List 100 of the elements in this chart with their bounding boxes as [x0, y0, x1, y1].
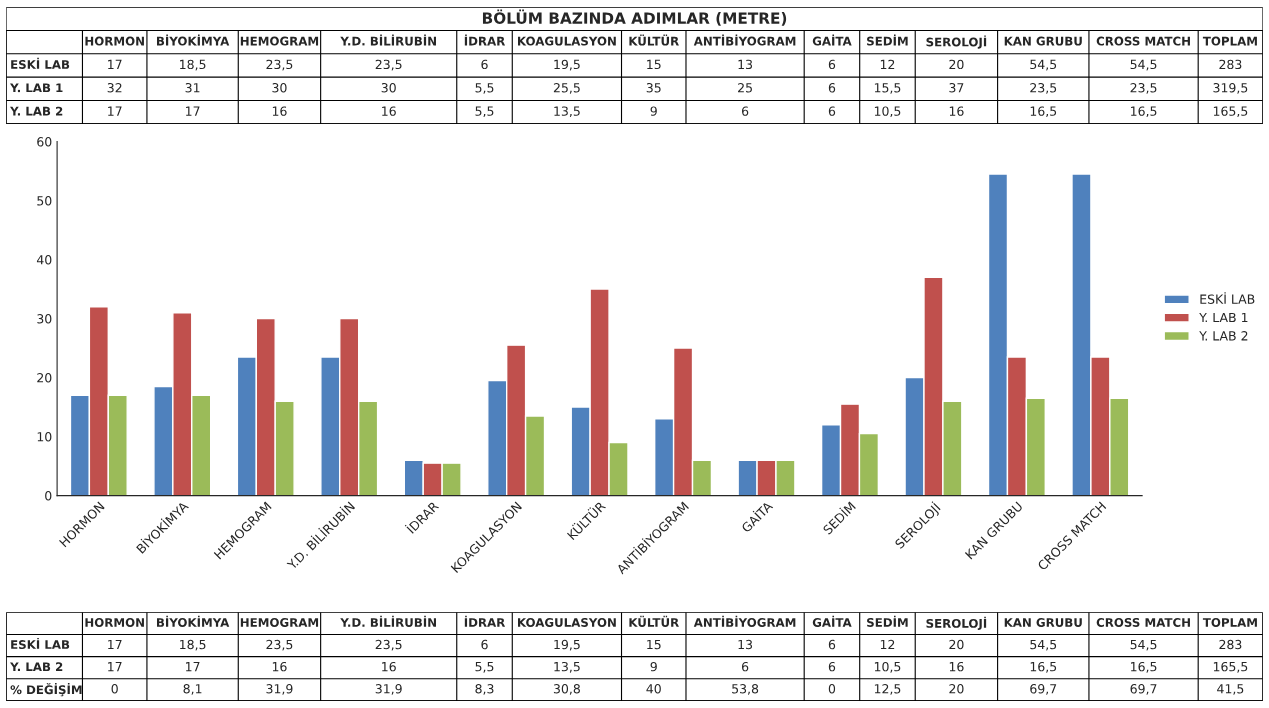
data-label: 8,3	[475, 684, 494, 695]
legend-label: ESKİ LAB	[1200, 292, 1255, 304]
data-label: 6	[741, 661, 749, 672]
category-label: GAİTA	[812, 615, 852, 627]
data-label: 54,5	[1130, 639, 1157, 651]
y-tick-label: 40	[36, 255, 52, 265]
category-label: Y.D. BİLİRUBİN	[340, 34, 436, 46]
data-label: 5,5	[475, 106, 494, 118]
category-label: KÜLTÜR	[629, 615, 679, 627]
data-label: 17	[186, 106, 200, 116]
data-label: 16	[272, 661, 287, 672]
data-label: 30	[272, 83, 287, 93]
data-label: 13,5	[554, 106, 580, 118]
category-label: SEROLOJİ	[926, 616, 987, 631]
text: Y. LAB 1	[10, 83, 63, 93]
data-label: 18,5	[180, 59, 206, 71]
data-label: 6	[828, 639, 836, 650]
data-label: 6	[481, 639, 488, 650]
data-label: 23,5	[266, 639, 293, 651]
category-label: CROSS MATCH	[1096, 617, 1190, 627]
legend-label: Y. LAB 2	[1199, 331, 1248, 341]
category-label: ANTİBİYOGRAM	[693, 615, 796, 627]
y-tick-label: 60	[37, 137, 52, 147]
data-label: 6	[828, 106, 836, 116]
category-label: BİYOKİMYA	[156, 615, 230, 627]
category-label: SEDİM	[867, 34, 908, 46]
data-label: 319,5	[1213, 83, 1248, 94]
text: Y. LAB 2	[10, 662, 63, 671]
data-label: 54,5	[1030, 639, 1057, 651]
data-label: 23,5	[1130, 83, 1157, 94]
data-label: 10,5	[874, 106, 901, 118]
category-label: ANTİBİYOGRAM	[693, 34, 796, 46]
category-label: SEROLOJİ	[926, 35, 987, 49]
data-label: 31,9	[266, 684, 293, 695]
category-label: İDRAR	[464, 34, 506, 46]
data-label: 17	[186, 662, 200, 672]
data-label: 16	[382, 106, 396, 116]
data-label: 16,5	[1030, 106, 1057, 118]
data-label: 69,7	[1130, 684, 1157, 695]
data-label: 16	[272, 106, 287, 116]
data-label: 30,8	[553, 684, 580, 695]
category-label: KÜLTÜR	[629, 34, 679, 46]
data-label: 19,5	[554, 639, 580, 651]
data-label: 13	[738, 639, 753, 650]
y-tick-label: 0	[45, 491, 52, 501]
text: BÖLÜM BAZINDA ADIMLAR (METRE)	[482, 9, 787, 26]
category-label: KOAGULASYON	[518, 617, 616, 627]
y-tick-label: 30	[37, 314, 52, 324]
y-tick-label: 20	[37, 373, 52, 383]
y-tick-label: 10	[37, 432, 52, 442]
data-label: 16	[949, 661, 964, 672]
data-label: 17	[108, 59, 122, 69]
category-label: GAİTA	[812, 34, 852, 46]
data-label: 283	[1219, 639, 1242, 650]
data-label: 16	[382, 661, 396, 672]
data-label: 165,5	[1213, 661, 1248, 673]
category-label: KAN GRUBU	[1004, 617, 1082, 627]
data-label: 0	[111, 684, 118, 694]
category-label: BİYOKİMYA	[156, 34, 230, 46]
data-label: 9	[650, 661, 657, 672]
data-label: 37	[949, 83, 964, 93]
data-label: 31,9	[375, 684, 402, 695]
data-label: 23,5	[1030, 83, 1057, 94]
data-label: 20	[949, 639, 964, 650]
category-label: CROSS MATCH	[1096, 36, 1190, 46]
data-label: 12	[880, 639, 895, 650]
data-label: 12	[880, 59, 895, 69]
data-label: 35	[646, 83, 661, 93]
data-label: 5,5	[475, 83, 494, 94]
data-label: 69,7	[1030, 684, 1057, 695]
category-label: SEDİM	[867, 615, 908, 627]
category-label: HORMON	[85, 36, 144, 46]
text: Y. LAB 2	[10, 106, 63, 116]
data-label: 54,5	[1130, 59, 1157, 71]
data-label: 17	[108, 639, 122, 650]
data-label: 15	[647, 59, 661, 70]
data-label: 16,5	[1131, 661, 1157, 673]
text: ESKİ LAB	[11, 637, 70, 650]
category-label: TOPLAM	[1202, 36, 1257, 46]
data-label: 18,5	[180, 639, 206, 651]
data-label: 6	[828, 661, 836, 672]
data-label: 40	[646, 684, 661, 694]
data-label: 6	[828, 59, 836, 70]
data-label: 19,5	[554, 59, 580, 71]
data-label: 23,5	[375, 639, 402, 651]
category-label: İDRAR	[464, 615, 506, 627]
data-label: 20	[949, 684, 964, 694]
data-label: 16,5	[1030, 661, 1057, 673]
data-label: 13	[738, 59, 753, 70]
data-label: 8,1	[183, 684, 202, 695]
data-label: 54,5	[1030, 59, 1057, 71]
data-label: 15	[647, 639, 661, 650]
data-label: 16,5	[1131, 106, 1157, 118]
data-label: 23,5	[266, 59, 293, 71]
data-label: 6	[828, 83, 836, 93]
data-label: 9	[650, 106, 657, 116]
data-label: 32	[107, 83, 122, 93]
text: % DEĞİŞİM	[10, 683, 82, 697]
data-label: 23,5	[375, 59, 402, 71]
category-label: KAN GRUBU	[1004, 36, 1082, 46]
